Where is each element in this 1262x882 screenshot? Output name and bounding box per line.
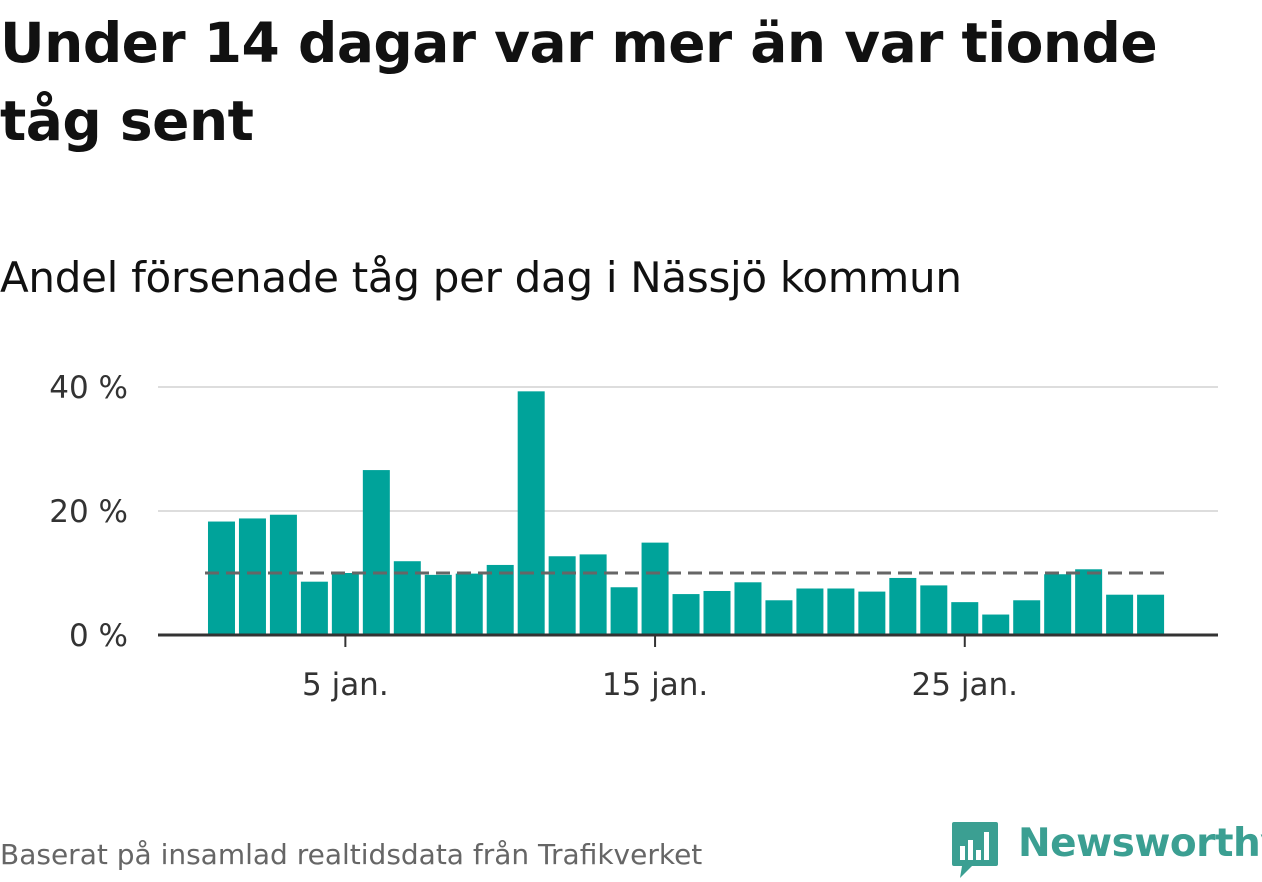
- bar: [858, 591, 886, 635]
- bar: [517, 391, 545, 635]
- bar: [548, 556, 576, 635]
- bar: [672, 594, 700, 635]
- x-tick-label: 15 jan.: [602, 667, 708, 703]
- gridlines: [158, 386, 1218, 512]
- brand-name: Newsworthy: [1018, 821, 1262, 866]
- bar: [331, 573, 359, 635]
- bar: [424, 574, 452, 635]
- bar: [579, 554, 607, 635]
- x-tick-label: 5 jan.: [302, 667, 389, 703]
- bars: [207, 391, 1165, 635]
- bar: [1013, 600, 1041, 635]
- chart-title: Under 14 dagar var mer än var tionde tåg…: [0, 11, 1158, 153]
- bar: [1044, 574, 1072, 635]
- axes: 0 % 20 % 40 % 5 jan. 15 jan. 25 jan.: [49, 370, 1218, 703]
- bar: [455, 573, 483, 635]
- bar: [889, 577, 917, 635]
- bar-chart-speech-bubble-icon: [952, 822, 998, 878]
- x-tick-label: 25 jan.: [912, 667, 1018, 703]
- y-tick-label: 40 %: [49, 370, 128, 406]
- bar: [610, 587, 638, 635]
- bar: [641, 542, 669, 635]
- source-note: Baserat på insamlad realtidsdata från Tr…: [0, 838, 703, 871]
- bar: [486, 564, 514, 635]
- bar: [951, 602, 979, 635]
- bar: [796, 588, 824, 635]
- chart-subtitle: Andel försenade tåg per dag i Nässjö kom…: [0, 253, 962, 302]
- newsworthy-logo: Newsworthy: [950, 818, 1262, 878]
- bar: [1106, 594, 1134, 635]
- bar: [765, 600, 793, 635]
- bar: [1075, 569, 1103, 635]
- bar: [734, 582, 762, 635]
- bar: [920, 585, 948, 635]
- bar: [1137, 594, 1165, 635]
- bar: [207, 521, 235, 635]
- bar: [269, 514, 297, 635]
- bar: [703, 590, 731, 635]
- bar: [362, 470, 390, 635]
- bar-chart: 0 % 20 % 40 % 5 jan. 15 jan. 25 jan.: [49, 370, 1218, 703]
- bar: [300, 581, 328, 635]
- bar: [827, 588, 855, 635]
- y-tick-label: 0 %: [69, 618, 128, 654]
- bar: [982, 614, 1010, 635]
- bar: [238, 518, 266, 635]
- y-tick-label: 20 %: [49, 494, 128, 530]
